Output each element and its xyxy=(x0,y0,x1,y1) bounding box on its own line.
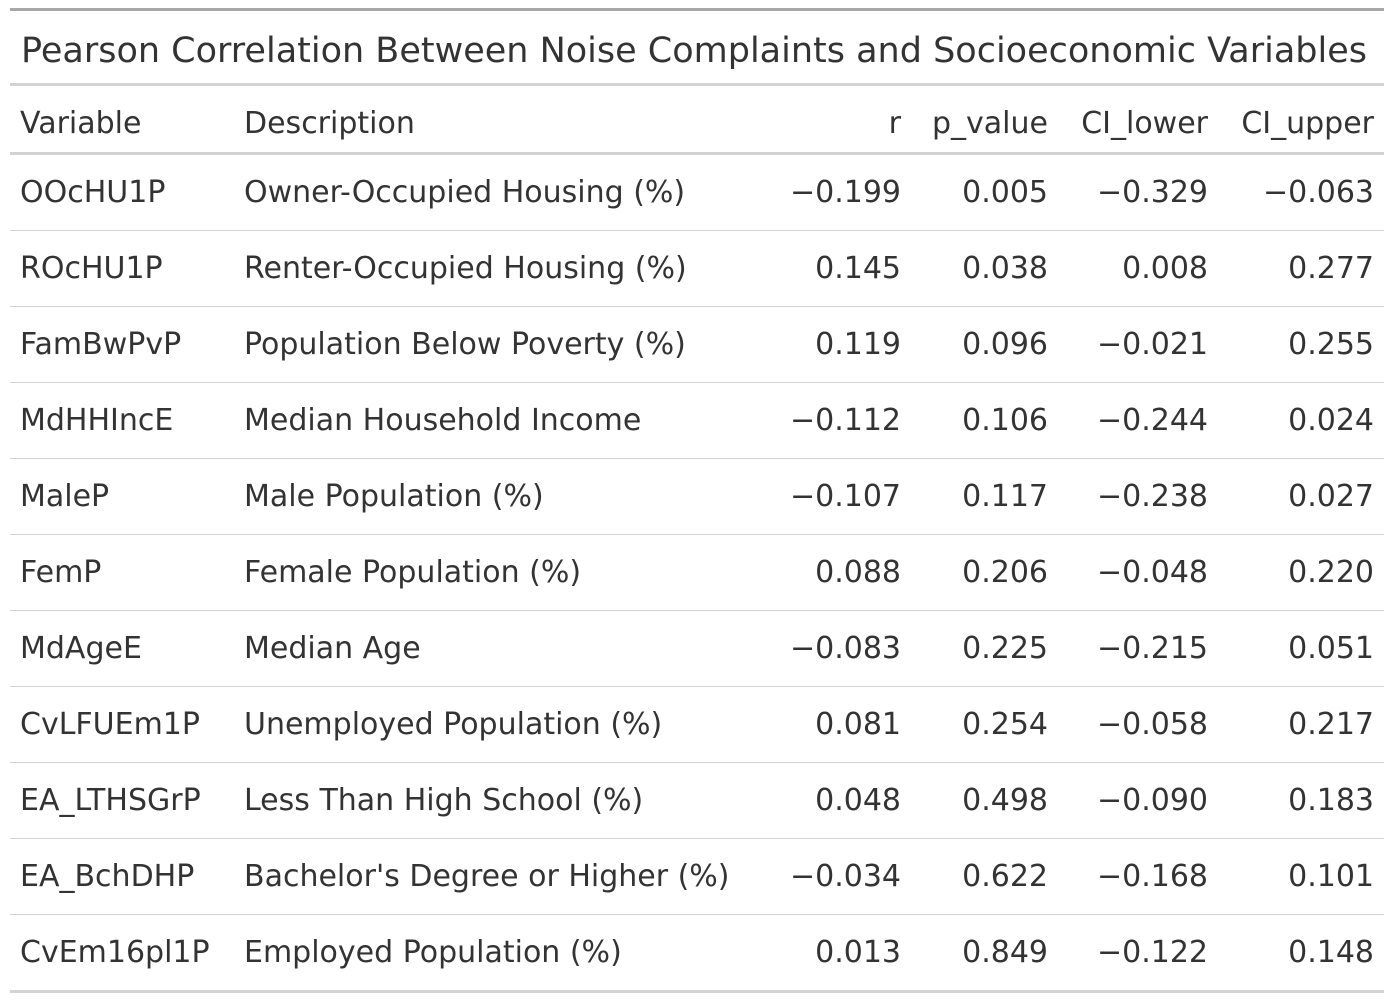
cell-description: Male Population (%) xyxy=(234,458,750,535)
cell-description: Population Below Poverty (%) xyxy=(234,306,750,383)
table-row: ROcHU1P Renter-Occupied Housing (%) 0.14… xyxy=(10,230,1384,307)
cell-variable: MaleP xyxy=(10,458,234,535)
cell-ci-upper: 0.027 xyxy=(1218,458,1384,535)
cell-ci-upper: 0.255 xyxy=(1218,306,1384,383)
cell-r: 0.145 xyxy=(750,230,911,307)
cell-p-value: 0.498 xyxy=(911,762,1058,839)
column-header-r: r xyxy=(750,86,911,155)
cell-variable: ROcHU1P xyxy=(10,230,234,307)
cell-r: −0.107 xyxy=(750,458,911,535)
cell-variable: MdAgeE xyxy=(10,610,234,687)
column-header-description: Description xyxy=(234,86,750,155)
cell-description: Renter-Occupied Housing (%) xyxy=(234,230,750,307)
cell-ci-upper: 0.051 xyxy=(1218,610,1384,687)
cell-ci-lower: −0.329 xyxy=(1058,153,1218,231)
cell-ci-upper: 0.024 xyxy=(1218,382,1384,459)
cell-ci-lower: −0.090 xyxy=(1058,762,1218,839)
cell-ci-lower: −0.122 xyxy=(1058,914,1218,993)
table-row: FamBwPvP Population Below Poverty (%) 0.… xyxy=(10,306,1384,383)
cell-p-value: 0.005 xyxy=(911,153,1058,231)
cell-p-value: 0.117 xyxy=(911,458,1058,535)
cell-r: −0.199 xyxy=(750,153,911,231)
top-rule xyxy=(10,8,1384,11)
column-header-p-value: p_value xyxy=(911,86,1058,155)
table-row: MdAgeE Median Age −0.083 0.225 −0.215 0.… xyxy=(10,610,1384,687)
column-header-ci-lower: CI_lower xyxy=(1058,86,1218,155)
cell-variable: FemP xyxy=(10,534,234,611)
cell-ci-lower: −0.238 xyxy=(1058,458,1218,535)
cell-r: −0.112 xyxy=(750,382,911,459)
header-row: Variable Description r p_value CI_lower … xyxy=(10,86,1384,155)
cell-r: −0.083 xyxy=(750,610,911,687)
cell-ci-lower: −0.168 xyxy=(1058,838,1218,915)
cell-description: Employed Population (%) xyxy=(234,914,750,993)
cell-p-value: 0.225 xyxy=(911,610,1058,687)
cell-ci-lower: −0.058 xyxy=(1058,686,1218,763)
cell-variable: CvEm16pl1P xyxy=(10,914,234,993)
cell-ci-upper: 0.148 xyxy=(1218,914,1384,993)
table-row: CvLFUEm1P Unemployed Population (%) 0.08… xyxy=(10,686,1384,763)
table-row: EA_BchDHP Bachelor's Degree or Higher (%… xyxy=(10,838,1384,915)
cell-r: −0.034 xyxy=(750,838,911,915)
cell-p-value: 0.849 xyxy=(911,914,1058,993)
cell-p-value: 0.038 xyxy=(911,230,1058,307)
cell-ci-upper: 0.183 xyxy=(1218,762,1384,839)
cell-p-value: 0.106 xyxy=(911,382,1058,459)
cell-variable: EA_BchDHP xyxy=(10,838,234,915)
table-row: MdHHIncE Median Household Income −0.112 … xyxy=(10,382,1384,459)
cell-r: 0.048 xyxy=(750,762,911,839)
cell-ci-upper: 0.101 xyxy=(1218,838,1384,915)
cell-ci-lower: −0.048 xyxy=(1058,534,1218,611)
cell-variable: OOcHU1P xyxy=(10,153,234,231)
cell-variable: CvLFUEm1P xyxy=(10,686,234,763)
cell-ci-lower: −0.021 xyxy=(1058,306,1218,383)
cell-ci-upper: 0.277 xyxy=(1218,230,1384,307)
cell-ci-lower: −0.215 xyxy=(1058,610,1218,687)
cell-r: 0.013 xyxy=(750,914,911,993)
cell-ci-lower: 0.008 xyxy=(1058,230,1218,307)
correlation-table: Variable Description r p_value CI_lower … xyxy=(10,86,1384,993)
cell-r: 0.088 xyxy=(750,534,911,611)
cell-description: Owner-Occupied Housing (%) xyxy=(234,153,750,231)
column-header-ci-upper: CI_upper xyxy=(1218,86,1384,155)
cell-description: Median Age xyxy=(234,610,750,687)
cell-ci-lower: −0.244 xyxy=(1058,382,1218,459)
cell-variable: EA_LTHSGrP xyxy=(10,762,234,839)
cell-ci-upper: 0.217 xyxy=(1218,686,1384,763)
cell-description: Unemployed Population (%) xyxy=(234,686,750,763)
table-row: EA_LTHSGrP Less Than High School (%) 0.0… xyxy=(10,762,1384,839)
cell-variable: FamBwPvP xyxy=(10,306,234,383)
cell-p-value: 0.254 xyxy=(911,686,1058,763)
cell-description: Less Than High School (%) xyxy=(234,762,750,839)
table-row: CvEm16pl1P Employed Population (%) 0.013… xyxy=(10,914,1384,993)
cell-r: 0.119 xyxy=(750,306,911,383)
correlation-table-container: Pearson Correlation Between Noise Compla… xyxy=(10,8,1384,993)
cell-description: Median Household Income xyxy=(234,382,750,459)
table-row: FemP Female Population (%) 0.088 0.206 −… xyxy=(10,534,1384,611)
cell-ci-upper: −0.063 xyxy=(1218,153,1384,231)
cell-ci-upper: 0.220 xyxy=(1218,534,1384,611)
cell-variable: MdHHIncE xyxy=(10,382,234,459)
cell-description: Female Population (%) xyxy=(234,534,750,611)
cell-r: 0.081 xyxy=(750,686,911,763)
cell-p-value: 0.206 xyxy=(911,534,1058,611)
table-title: Pearson Correlation Between Noise Compla… xyxy=(10,11,1384,86)
table-row: OOcHU1P Owner-Occupied Housing (%) −0.19… xyxy=(10,153,1384,231)
cell-p-value: 0.096 xyxy=(911,306,1058,383)
column-header-variable: Variable xyxy=(10,86,234,155)
cell-description: Bachelor's Degree or Higher (%) xyxy=(234,838,750,915)
table-body: OOcHU1P Owner-Occupied Housing (%) −0.19… xyxy=(10,153,1384,993)
table-row: MaleP Male Population (%) −0.107 0.117 −… xyxy=(10,458,1384,535)
cell-p-value: 0.622 xyxy=(911,838,1058,915)
